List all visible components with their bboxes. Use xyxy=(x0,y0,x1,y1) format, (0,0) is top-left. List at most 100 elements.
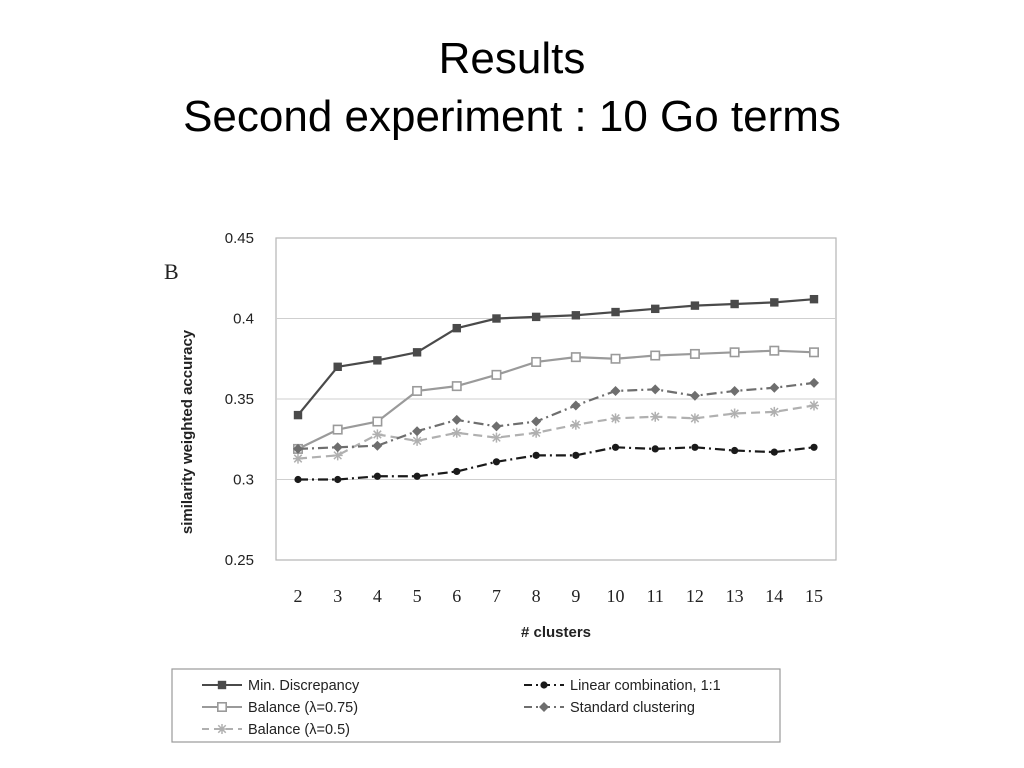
series-line xyxy=(297,381,815,451)
series-layer xyxy=(292,294,819,484)
data-point xyxy=(650,350,661,361)
legend-item: Linear combination, 1:1 xyxy=(524,678,721,694)
data-point xyxy=(651,445,659,453)
data-point xyxy=(413,472,421,480)
data-point xyxy=(571,311,581,320)
data-point xyxy=(610,353,621,364)
data-point xyxy=(492,458,501,466)
x-tick-label: 11 xyxy=(647,586,664,606)
data-point xyxy=(372,440,383,451)
x-tick-label: 8 xyxy=(532,586,541,606)
series-1 xyxy=(293,294,819,420)
y-tick-label: 0.4 xyxy=(233,311,254,328)
legend-label: Balance (λ=0.75) xyxy=(248,700,358,716)
data-point xyxy=(293,453,303,464)
data-point xyxy=(611,443,620,451)
y-axis-label: similarity weighted accuracy xyxy=(179,329,196,534)
data-point xyxy=(611,307,620,317)
data-point xyxy=(730,299,739,309)
data-point xyxy=(412,348,422,357)
data-point xyxy=(453,467,461,476)
data-point xyxy=(770,448,778,456)
x-tick-label: 6 xyxy=(452,586,461,606)
data-point xyxy=(531,312,541,322)
data-point xyxy=(690,301,700,310)
data-point xyxy=(372,416,383,427)
series-5 xyxy=(293,377,819,454)
data-point xyxy=(570,352,581,363)
y-tick-label: 0.45 xyxy=(225,230,254,247)
series-line xyxy=(298,446,815,481)
data-point xyxy=(572,451,580,459)
data-point xyxy=(452,323,461,333)
x-tick-label: 13 xyxy=(726,586,744,606)
data-point xyxy=(810,443,818,451)
slide-title-line1: Results xyxy=(438,34,586,83)
series-line xyxy=(297,298,815,416)
legend-item: Min. Discrepancy xyxy=(202,678,360,694)
x-tick-label: 4 xyxy=(373,586,382,606)
legend-marker xyxy=(217,701,228,712)
y-axis-ticks: 0.25 0.3 0.35 0.4 0.45 xyxy=(225,230,254,569)
legend-label: Linear combination, 1:1 xyxy=(570,678,721,694)
data-point xyxy=(769,406,780,417)
data-point xyxy=(492,314,501,323)
x-tick-label: 12 xyxy=(686,586,704,606)
data-point xyxy=(373,472,381,480)
data-point xyxy=(769,382,780,393)
y-tick-label: 0.3 xyxy=(233,472,254,489)
data-point xyxy=(491,421,502,432)
legend-marker xyxy=(217,680,227,690)
data-point xyxy=(412,426,423,437)
plot-area xyxy=(275,237,837,561)
data-point xyxy=(689,348,700,359)
series-line xyxy=(297,349,815,450)
x-tick-label: 15 xyxy=(805,586,823,606)
data-point xyxy=(491,432,502,443)
data-point xyxy=(729,408,740,419)
series-3 xyxy=(293,400,819,464)
data-point xyxy=(332,424,343,435)
legend-item: Balance (λ=0.75) xyxy=(202,700,358,716)
data-point xyxy=(372,429,383,440)
data-point xyxy=(333,362,342,371)
data-point xyxy=(531,416,542,427)
data-point xyxy=(651,304,660,314)
legend-item: Balance (λ=0.5) xyxy=(202,722,350,738)
data-point xyxy=(689,413,700,424)
series-4 xyxy=(294,443,818,484)
x-tick-label: 5 xyxy=(413,586,422,606)
legend: Min. Discrepancy Balance (λ=0.75) Balance … xyxy=(171,668,781,743)
data-point xyxy=(373,356,382,365)
x-axis-label: # clusters xyxy=(521,624,591,641)
slide-title-line2: Second experiment : 10 Go terms xyxy=(183,92,841,141)
data-point xyxy=(770,298,779,307)
x-tick-label: 10 xyxy=(607,586,625,606)
data-point xyxy=(731,446,739,455)
legend-label: Balance (λ=0.5) xyxy=(248,722,350,738)
data-point xyxy=(451,381,462,392)
x-tick-label: 7 xyxy=(492,586,501,606)
data-point xyxy=(570,419,581,430)
data-point xyxy=(412,435,423,446)
data-point xyxy=(531,427,542,438)
data-point xyxy=(294,475,302,484)
data-point xyxy=(334,475,342,484)
legend-label: Standard clustering xyxy=(570,700,695,716)
data-point xyxy=(532,451,540,459)
data-point xyxy=(769,345,780,356)
data-point xyxy=(650,411,661,422)
data-point xyxy=(451,414,462,425)
series-line xyxy=(297,404,815,460)
y-tick-label: 0.35 xyxy=(225,391,254,408)
legend-marker xyxy=(539,702,549,712)
data-point xyxy=(729,385,740,396)
data-point xyxy=(451,427,462,438)
data-point xyxy=(729,347,740,358)
data-point xyxy=(650,384,661,395)
data-point xyxy=(610,413,621,424)
x-tick-label: 9 xyxy=(571,586,580,606)
gridlines xyxy=(276,318,836,480)
data-point xyxy=(332,442,343,453)
